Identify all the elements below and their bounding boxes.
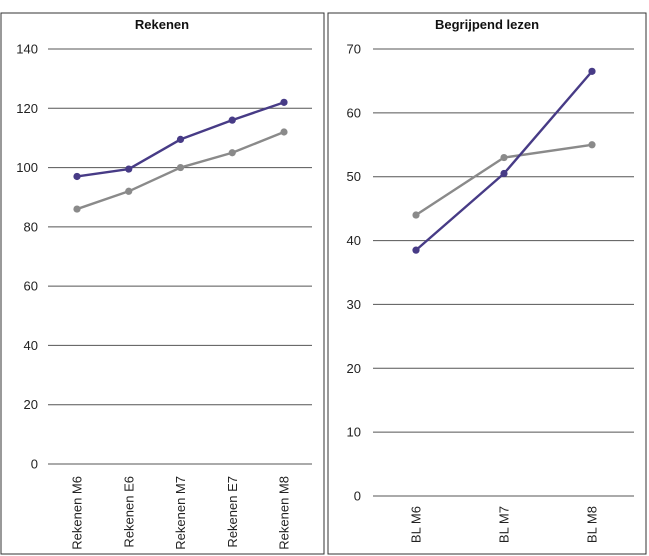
rekenen-y-tick-label: 40 [24,338,38,353]
rekenen-series-1-point [73,205,81,213]
begrijpend-lezen-series-1-point [412,211,420,219]
rekenen-series-1-point [125,187,133,195]
rekenen-y-tick-label: 20 [24,397,38,412]
rekenen-series-0-point [73,172,81,181]
rekenen-x-tick-label: Rekenen M7 [173,476,188,550]
rekenen-y-tick-label: 60 [24,279,38,294]
begrijpend-lezen-series-1-point [500,153,508,162]
rekenen-y-tick-label: 140 [16,42,38,57]
begrijpend-lezen-series-0-point [500,169,508,178]
begrijpend-lezen-series-1-point [588,141,596,149]
begrijpend-lezen-y-tick-label: 10 [347,425,361,440]
begrijpend-lezen-series-0-point [412,246,420,254]
rekenen-gridlines [48,48,312,465]
begrijpend-lezen-x-tick-label: BL M7 [497,506,512,543]
rekenen-chart-frame [0,12,325,555]
rekenen-y-axis: 0 20 40 60 80 100 120 140 [16,42,38,472]
rekenen-series-1-point [228,149,236,157]
begrijpend-lezen-y-tick-label: 0 [354,489,361,504]
rekenen-x-axis: Rekenen M6 Rekenen E6 Rekenen M7 Rekenen E7… [70,476,292,550]
begrijpend-lezen-x-tick-label: BL M8 [585,506,600,543]
rekenen-x-tick-label: Rekenen M8 [277,476,292,550]
begrijpend-lezen-y-tick-label: 60 [347,105,361,120]
begrijpend-lezen-series-0-point [588,67,596,75]
begrijpend-lezen-y-tick-label: 70 [347,42,361,57]
rekenen-y-tick-label: 0 [31,457,38,472]
rekenen-series-0-point [280,98,288,106]
rekenen-y-tick-label: 80 [24,219,38,234]
begrijpend-lezen-y-tick-label: 20 [347,361,361,376]
rekenen-series-0-point [125,165,133,173]
rekenen-series-0-point [228,116,236,124]
begrijpend-lezen-series [412,67,596,254]
rekenen-series-1-point [280,128,288,136]
begrijpend-lezen-gridlines [373,48,634,497]
rekenen-x-tick-label: Rekenen E6 [121,476,136,548]
rekenen-chart-title: Rekenen [135,17,189,32]
begrijpend-lezen-y-axis: 0 10 20 30 40 50 60 70 [347,42,361,504]
begrijpend-lezen-y-tick-label: 40 [347,233,361,248]
rekenen-x-tick-label: Rekenen E7 [225,476,240,548]
begrijpend-lezen-x-axis: BL M6 BL M7 BL M8 [409,506,600,543]
rekenen-x-tick-label: Rekenen M6 [70,476,85,550]
rekenen-y-tick-label: 120 [16,101,38,116]
begrijpend-lezen-y-tick-label: 30 [347,297,361,312]
begrijpend-lezen-chart-frame [327,12,647,555]
rekenen-y-tick-label: 100 [16,160,38,175]
rekenen-series-1-point [176,163,185,172]
rekenen-series-0-point [176,135,185,144]
begrijpend-lezen-x-tick-label: BL M6 [409,506,424,543]
begrijpend-lezen-y-tick-label: 50 [347,169,361,184]
begrijpend-lezen-chart-title: Begrijpend lezen [435,17,539,32]
rekenen-series [73,98,288,213]
